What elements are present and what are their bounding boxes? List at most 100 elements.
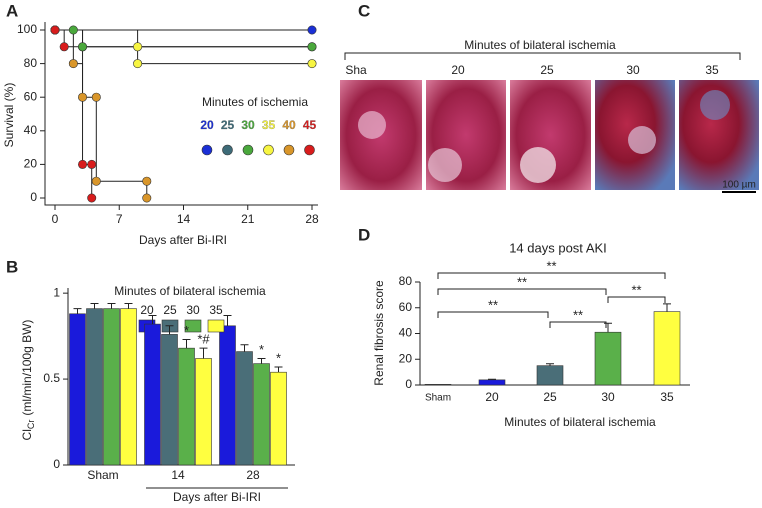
bar bbox=[103, 308, 120, 466]
y-tick-label: 40 bbox=[24, 123, 38, 137]
x-tick-label: 7 bbox=[116, 212, 123, 226]
significance: ** bbox=[631, 282, 641, 297]
x-tick-label: 25 bbox=[543, 390, 557, 404]
panel-letter: C bbox=[358, 1, 370, 20]
legend-label: 25 bbox=[221, 118, 235, 132]
bar bbox=[161, 334, 178, 466]
x-tick-label: 28 bbox=[305, 212, 319, 226]
error-bar bbox=[107, 302, 116, 309]
y-tick-label: 20 bbox=[399, 351, 413, 365]
error-bar bbox=[199, 347, 208, 359]
bar bbox=[86, 308, 103, 466]
group-label: Days after Bi-IRI bbox=[173, 490, 261, 504]
y-axis-label: Survival (%) bbox=[2, 83, 16, 148]
legend-label: 25 bbox=[163, 303, 177, 317]
bar bbox=[236, 351, 253, 466]
image-label: 35 bbox=[705, 63, 719, 77]
fibrosis bbox=[700, 90, 730, 120]
significance: ** bbox=[517, 274, 527, 289]
panel-letter: B bbox=[6, 257, 18, 276]
chart-title: 14 days post AKI bbox=[509, 240, 607, 255]
bracket bbox=[344, 52, 741, 60]
y-tick-label: 20 bbox=[24, 157, 38, 171]
y-tick-label: 60 bbox=[399, 300, 413, 314]
x-tick-label: 30 bbox=[601, 390, 615, 404]
image-label: Sha bbox=[345, 63, 367, 77]
error-bar bbox=[148, 314, 157, 325]
bar bbox=[219, 325, 236, 466]
survival-point bbox=[68, 59, 78, 69]
bar bbox=[178, 347, 195, 466]
survival-point bbox=[307, 25, 317, 35]
y-tick-label: 0 bbox=[30, 190, 37, 204]
panel-letter: A bbox=[6, 1, 18, 20]
x-tick-label: 14 bbox=[177, 212, 191, 226]
bar bbox=[144, 323, 161, 466]
survival-point bbox=[307, 59, 317, 69]
panel-letter: D bbox=[358, 225, 370, 244]
error-bar bbox=[488, 378, 496, 380]
error-bar bbox=[223, 314, 232, 326]
bar bbox=[424, 384, 452, 386]
glomerulus bbox=[520, 147, 556, 183]
survival-point bbox=[78, 42, 88, 52]
axes bbox=[44, 22, 318, 206]
error-bar bbox=[182, 339, 191, 349]
bar bbox=[478, 379, 506, 386]
y-tick-label: 100 bbox=[17, 22, 37, 36]
bar bbox=[653, 311, 681, 386]
survival-point bbox=[87, 159, 97, 169]
bar bbox=[594, 331, 622, 386]
significance: ** bbox=[573, 307, 583, 322]
bar bbox=[270, 371, 287, 466]
y-tick-label: 40 bbox=[399, 326, 413, 340]
x-tick-label: Sham bbox=[87, 468, 118, 482]
legend-label: 40 bbox=[282, 118, 296, 132]
survival-point bbox=[307, 42, 317, 52]
survival-point bbox=[133, 59, 143, 69]
significance-bracket bbox=[549, 321, 607, 328]
x-tick-label: 20 bbox=[485, 390, 499, 404]
y-axis-label: Renal fibrosis score bbox=[372, 280, 386, 386]
survival-line bbox=[55, 29, 312, 48]
legend-swatch bbox=[242, 144, 254, 156]
survival-point bbox=[133, 42, 143, 52]
legend-label: 20 bbox=[200, 118, 214, 132]
significance: ** bbox=[546, 258, 556, 273]
legend-label: 30 bbox=[241, 118, 255, 132]
legend-label: 45 bbox=[303, 118, 317, 132]
y-tick-label: 0.5 bbox=[43, 371, 60, 385]
bar bbox=[120, 308, 137, 466]
legend-swatch bbox=[283, 144, 295, 156]
x-tick-label: 14 bbox=[171, 468, 185, 482]
image-label: 30 bbox=[626, 63, 640, 77]
x-tick-label: 0 bbox=[52, 212, 59, 226]
survival-point bbox=[91, 176, 101, 186]
image-label: 20 bbox=[451, 63, 465, 77]
survival-point bbox=[78, 159, 88, 169]
error-bar bbox=[240, 344, 249, 352]
error-bar bbox=[663, 303, 671, 312]
panel-c: C Minutes of bilateral ischemia 100 µm bbox=[340, 1, 759, 193]
y-tick-label: 80 bbox=[399, 274, 413, 288]
legend-title: Minutes of bilateral ischemia bbox=[114, 284, 266, 298]
legend-swatch bbox=[263, 144, 274, 156]
x-axis-label: Minutes of bilateral ischemia bbox=[504, 415, 656, 429]
legend-label: 35 bbox=[262, 118, 276, 132]
glomerulus bbox=[428, 148, 462, 182]
error-bar bbox=[90, 302, 99, 309]
significance: ** bbox=[488, 297, 498, 312]
legend-swatch bbox=[304, 144, 315, 156]
error-bar bbox=[546, 363, 554, 366]
y-tick-label: 0 bbox=[53, 457, 60, 471]
glomerulus bbox=[358, 111, 386, 139]
error-bar bbox=[165, 325, 174, 335]
legend-label: 20 bbox=[140, 303, 154, 317]
significance-bracket bbox=[437, 272, 666, 279]
legend-label: 35 bbox=[209, 303, 223, 317]
error-bar bbox=[257, 357, 266, 364]
survival-point bbox=[59, 42, 69, 52]
survival-point bbox=[50, 25, 60, 35]
x-tick-label: 28 bbox=[246, 468, 260, 482]
